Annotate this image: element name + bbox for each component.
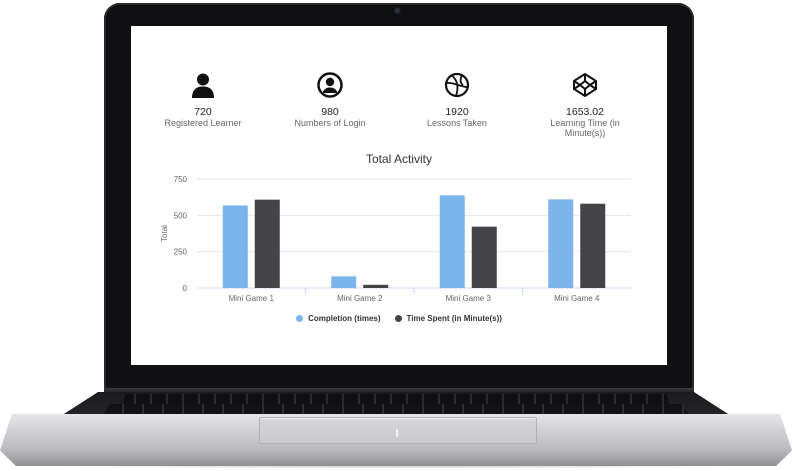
legend-dot-time-spent xyxy=(394,315,402,322)
bar-time-spent[interactable] xyxy=(254,199,280,288)
bar-completion[interactable] xyxy=(439,195,465,288)
bar-completion[interactable] xyxy=(222,205,248,288)
dashboard-screen: 720 Registered Learner 980 Numbers of Lo… xyxy=(131,26,667,365)
legend-item-completion[interactable]: Completion (times) xyxy=(296,314,381,323)
x-tick-label: Mini Game 1 xyxy=(229,294,275,303)
x-tick-label: Mini Game 2 xyxy=(337,294,383,303)
stat-value: 720 xyxy=(194,106,212,118)
y-tick-label: 250 xyxy=(174,248,188,257)
stat-value: 980 xyxy=(321,106,339,118)
user-circle-icon xyxy=(317,72,343,98)
legend-item-time-spent[interactable]: Time Spent (in Minute(s)) xyxy=(394,314,502,323)
stat-label: Numbers of Login xyxy=(294,118,366,128)
x-tick-label: Mini Game 3 xyxy=(446,294,492,303)
codepen-icon xyxy=(573,73,597,97)
person-icon xyxy=(192,73,214,98)
chart-title: Total Activity xyxy=(365,152,433,166)
bar-time-spent[interactable] xyxy=(363,284,389,288)
y-tick-label: 0 xyxy=(183,284,188,293)
stat-value: 1653.02 xyxy=(566,106,604,118)
chart-legend: Completion (times) Time Spent (in Minute… xyxy=(131,314,667,323)
stat-label: Registered Learner xyxy=(164,118,242,128)
status-led xyxy=(396,429,398,437)
legend-label: Time Spent (in Minute(s)) xyxy=(406,314,502,323)
y-axis-label: Total xyxy=(160,225,169,242)
laptop-hinge xyxy=(104,388,694,394)
y-tick-label: 750 xyxy=(174,175,188,184)
keyboard-row-bottom xyxy=(104,404,688,414)
y-tick-label: 500 xyxy=(174,211,188,220)
x-tick-label: Mini Game 4 xyxy=(554,294,600,303)
bar-time-spent[interactable] xyxy=(580,203,606,288)
bar-time-spent[interactable] xyxy=(471,226,497,288)
legend-label: Completion (times) xyxy=(308,314,381,323)
stat-label: Lessons Taken xyxy=(427,118,487,128)
basketball-icon xyxy=(444,72,470,98)
trackpad xyxy=(259,417,537,444)
bar-completion[interactable] xyxy=(331,276,357,288)
bar-completion[interactable] xyxy=(548,199,574,288)
total-activity-chart: 0 250 500 750 Total Mini Game 1 Mini Game 2 Min… xyxy=(160,175,631,303)
stat-label: Learning Time (in Minute(s)) xyxy=(550,118,620,138)
stat-value: 1920 xyxy=(445,106,469,118)
webcam xyxy=(395,8,400,13)
legend-dot-completion xyxy=(296,315,304,322)
